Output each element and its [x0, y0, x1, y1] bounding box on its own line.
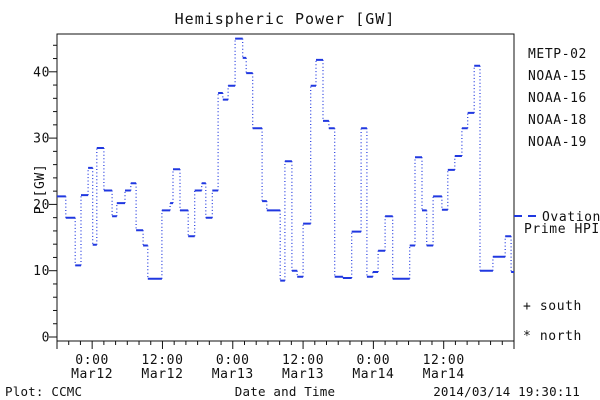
- x-tick-time-label: 0:00: [216, 353, 250, 368]
- plot-credit: Plot: CCMC: [5, 384, 82, 399]
- hpi-curve-horizontal-steps: [57, 37, 514, 282]
- hemisphere-marker-legend: + south * north: [523, 299, 582, 344]
- x-tick-time-label: 12:00: [141, 353, 183, 368]
- y-axis-tick-labels: 0 10 20 30 40: [33, 65, 50, 346]
- y-tick-label: 0: [42, 331, 50, 346]
- x-tick-date-label: Mar13: [282, 367, 324, 382]
- y-tick-label: 20: [33, 198, 50, 213]
- y-tick-label: 30: [33, 132, 50, 147]
- x-axis-tick-labels: 0:00Mar1212:00Mar120:00Mar1312:00Mar130:…: [71, 353, 465, 382]
- ovation-label-line2: Prime HPI: [524, 222, 600, 237]
- x-tick-date-label: Mar12: [141, 367, 183, 382]
- x-tick-date-label: Mar13: [212, 367, 254, 382]
- y-tick-label: 40: [33, 65, 50, 80]
- satellite-legend: METP-02 NOAA-15 NOAA-16 NOAA-18 NOAA-19: [528, 47, 587, 150]
- x-tick-time-label: 12:00: [282, 353, 324, 368]
- x-tick-date-label: Mar14: [352, 367, 394, 382]
- legend-entry-noaa-19: NOAA-19: [528, 135, 587, 150]
- chart-title: Hemispheric Power [GW]: [175, 10, 396, 28]
- hpi-step-curve: [57, 37, 514, 282]
- y-axis-ticks: [49, 44, 57, 338]
- hemisphere-marker-south: + south: [523, 299, 582, 314]
- plot-frame: [56, 33, 515, 342]
- x-tick-date-label: Mar12: [71, 367, 113, 382]
- legend-entry-noaa-18: NOAA-18: [528, 113, 587, 128]
- plot-timestamp: 2014/03/14 19:30:11: [433, 384, 580, 399]
- legend-entry-noaa-16: NOAA-16: [528, 91, 587, 106]
- x-tick-time-label: 0:00: [75, 353, 109, 368]
- x-tick-date-label: Mar14: [423, 367, 465, 382]
- x-axis-label: Date and Time: [235, 384, 335, 399]
- x-axis-ticks: [56, 341, 515, 349]
- x-tick-time-label: 0:00: [357, 353, 391, 368]
- x-tick-time-label: 12:00: [423, 353, 465, 368]
- legend-entry-noaa-15: NOAA-15: [528, 69, 587, 84]
- hemisphere-marker-north: * north: [523, 329, 582, 344]
- hpi-curve-vertical-connectors: [65, 38, 512, 281]
- ovation-label-line1: Ovation: [542, 210, 600, 225]
- legend-entry-metp-02: METP-02: [528, 47, 587, 62]
- y-axis-label: P [GW]: [33, 164, 48, 215]
- y-tick-label: 10: [33, 264, 50, 279]
